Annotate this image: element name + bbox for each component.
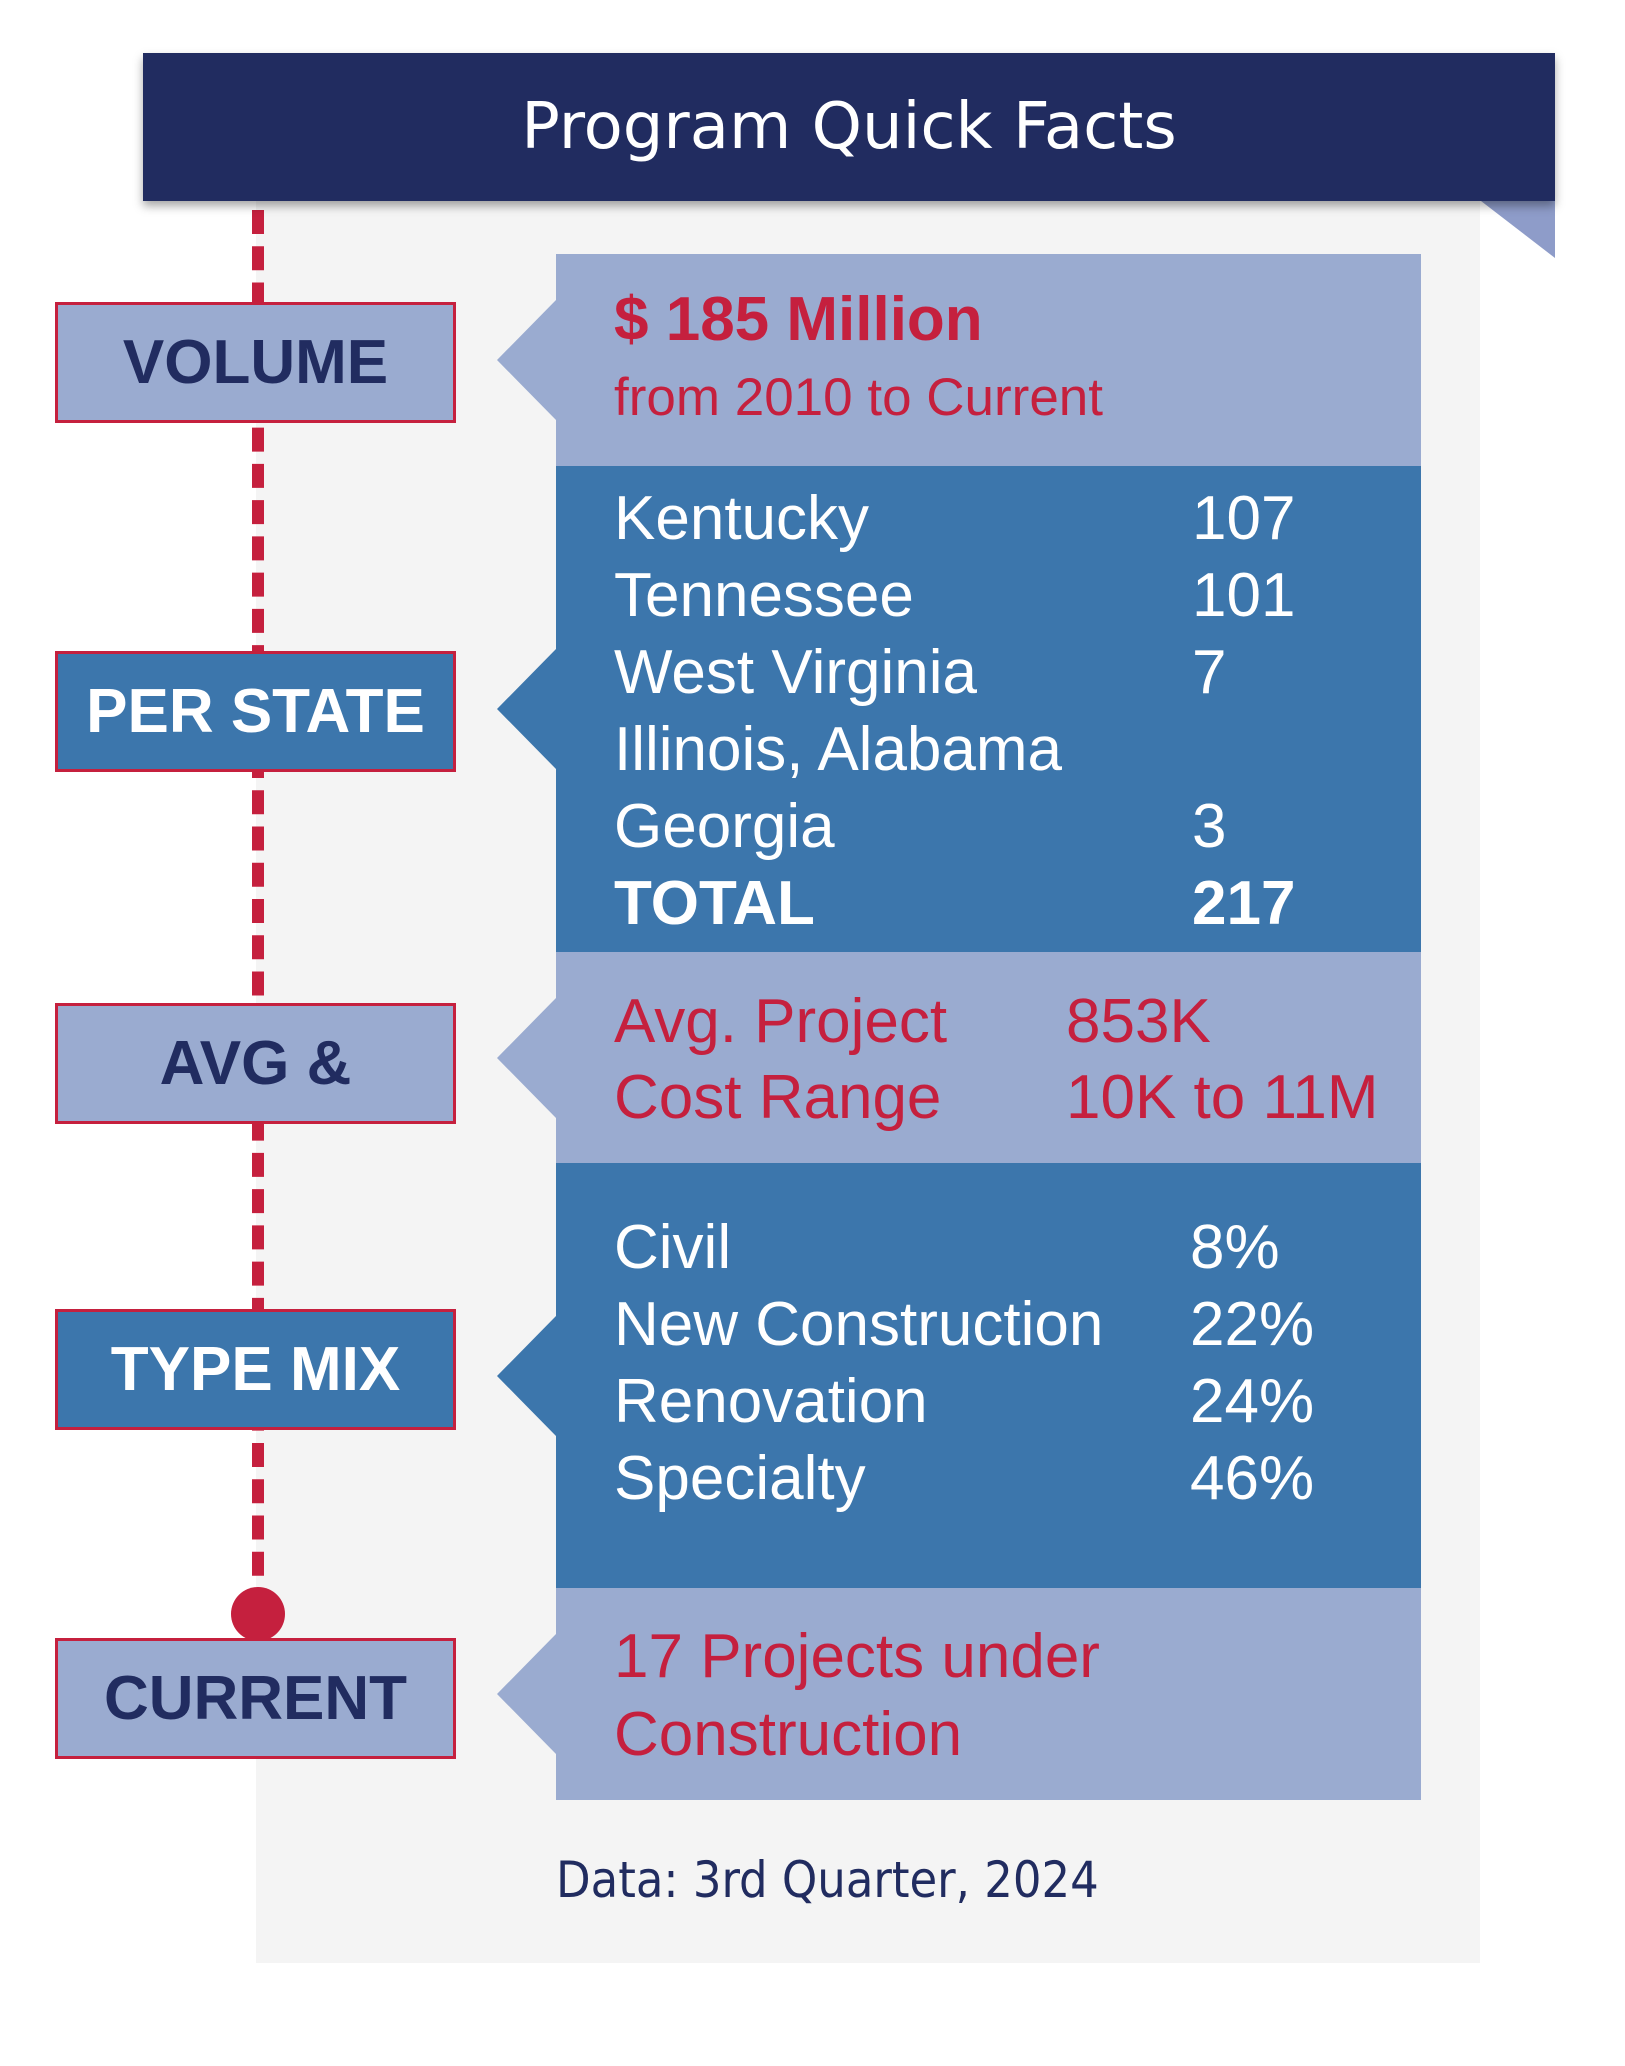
type-name: Renovation (614, 1367, 928, 1436)
state-count: 107 (1192, 484, 1296, 553)
label-per-state: PER STATE (55, 651, 456, 772)
avg-value: 10K to 11M (1066, 1063, 1379, 1132)
type-name: New Construction (614, 1290, 1104, 1359)
current-block: 17 Projects under Construction (497, 1588, 1421, 1800)
state-count: 101 (1192, 561, 1296, 630)
total-label: TOTAL (614, 869, 815, 938)
avg-block: Avg. Project 853K Cost Range 10K to 11M (497, 952, 1421, 1163)
type-percent: 46% (1190, 1444, 1315, 1513)
label-current: CURRENT (55, 1638, 456, 1759)
state-name: Georgia (614, 792, 835, 861)
state-name: Kentucky (614, 484, 870, 553)
per-state-block: Kentucky 107 Tennessee 101 West Virginia… (497, 466, 1421, 952)
data-date-footnote: Data: 3rd Quarter, 2024 (556, 1851, 1099, 1909)
state-name: Illinois, Alabama (614, 715, 1063, 784)
volume-amount: $ 185 Million (614, 285, 983, 354)
banner-fold (1481, 201, 1555, 258)
state-count: 3 (1192, 792, 1227, 861)
state-name: Tennessee (614, 561, 914, 630)
label-type-mix: TYPE MIX (55, 1309, 456, 1430)
volume-block: $ 185 Million from 2010 to Current (497, 254, 1421, 466)
type-name: Civil (614, 1213, 732, 1282)
page-title: Program Quick Facts (521, 90, 1177, 164)
type-percent: 8% (1190, 1213, 1280, 1282)
avg-label: Avg. Project (614, 987, 948, 1056)
type-percent: 24% (1190, 1367, 1315, 1436)
current-line-2: Construction (614, 1700, 963, 1769)
avg-value: 853K (1066, 987, 1211, 1056)
volume-period: from 2010 to Current (614, 368, 1104, 427)
title-banner: Program Quick Facts (143, 53, 1555, 201)
type-mix-block: Civil 8% New Construction 22% Renovation… (497, 1163, 1421, 1588)
state-name: West Virginia (614, 638, 977, 707)
timeline-endpoint-dot (231, 1587, 285, 1641)
timeline-dashed-line (252, 210, 264, 1612)
avg-label: Cost Range (614, 1063, 942, 1132)
total-value: 217 (1192, 869, 1296, 938)
type-percent: 22% (1190, 1290, 1315, 1359)
current-line-1: 17 Projects under (614, 1622, 1100, 1691)
state-count: 7 (1192, 638, 1227, 707)
type-name: Specialty (614, 1444, 866, 1513)
label-avg: AVG & (55, 1003, 456, 1124)
label-volume: VOLUME (55, 302, 456, 423)
